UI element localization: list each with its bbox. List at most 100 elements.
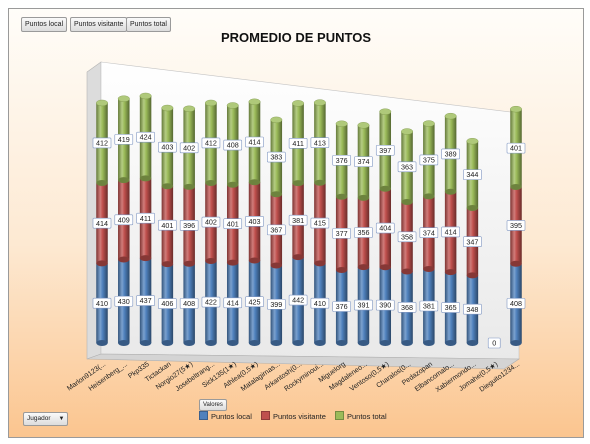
data-label-text: 391 — [357, 301, 369, 310]
data-label: 377 — [332, 228, 351, 239]
data-label-box — [310, 297, 330, 309]
data-label-text: 381 — [292, 216, 304, 225]
bar-total-base — [314, 179, 326, 186]
data-label-text: 401 — [161, 221, 173, 230]
chart-legend: Puntos local Puntos visitante Puntos tot… — [199, 411, 394, 423]
values-field-button[interactable]: Valores — [199, 399, 227, 411]
bar-visitante-base — [183, 260, 195, 267]
data-label-text: 376 — [336, 156, 348, 165]
bar-top-cap — [248, 98, 261, 106]
bar-local-base — [423, 340, 435, 346]
data-label: 414 — [245, 136, 264, 148]
data-label-text: 356 — [357, 228, 369, 237]
data-label: 403 — [158, 141, 177, 153]
bar-visitante-base — [423, 266, 435, 273]
data-label-box — [375, 299, 395, 311]
data-label-box — [245, 136, 264, 148]
field-button-puntos-local[interactable]: Puntos local — [21, 17, 68, 32]
data-label: 422 — [201, 296, 221, 308]
axis-field-dropdown[interactable]: Jugador ▼ — [23, 412, 69, 426]
data-label-text: 419 — [118, 135, 130, 144]
data-label-box — [201, 137, 221, 149]
bar-local-base — [226, 340, 239, 346]
data-label-text: 347 — [466, 237, 478, 246]
data-label-box — [245, 296, 264, 308]
bar-local-base — [379, 340, 392, 346]
data-label: 391 — [354, 299, 373, 311]
bar-local-base — [335, 340, 348, 346]
data-label: 358 — [397, 231, 417, 243]
bar-top-cap — [117, 95, 130, 102]
data-label-text: 411 — [140, 214, 151, 223]
data-label: 412 — [92, 137, 112, 149]
data-label: 408 — [179, 298, 199, 309]
bar-local-base — [270, 340, 283, 346]
data-label-box — [310, 137, 330, 148]
bar-local-base — [248, 340, 261, 346]
stacked-bar: 410 414 412 — [92, 99, 112, 346]
bar-visitante-base — [270, 262, 283, 269]
data-label-box — [419, 154, 439, 166]
bar-top-cap — [270, 116, 283, 124]
data-label: 367 — [267, 224, 286, 236]
data-label-box — [354, 299, 373, 311]
data-label: 397 — [375, 144, 395, 156]
bar-top-cap — [379, 108, 392, 115]
data-label-box — [158, 298, 177, 309]
dropdown-arrow-icon: ▼ — [58, 416, 65, 422]
data-label: 437 — [136, 295, 155, 306]
data-label: 374 — [354, 156, 373, 167]
data-label-box — [267, 298, 286, 310]
bar-top-cap — [226, 102, 239, 109]
data-label-text: 424 — [140, 133, 152, 142]
bar-visitante-base — [118, 256, 130, 263]
data-label-text: 412 — [205, 139, 217, 148]
legend-item-visitante: Puntos visitante — [260, 411, 326, 421]
data-label-box — [441, 302, 460, 313]
data-label-text: 365 — [445, 303, 457, 312]
data-label-text: 415 — [314, 219, 326, 228]
data-label-text: 344 — [466, 170, 478, 179]
data-label: 403 — [245, 216, 264, 227]
data-label-box — [136, 295, 155, 306]
chart-plot: 410414412Marlon9123(...430409419Heisenbe… — [66, 61, 526, 394]
bar-visitante-base — [466, 272, 479, 279]
data-label-box — [487, 337, 501, 349]
legend-swatch-local — [199, 411, 208, 420]
data-label: 395 — [506, 220, 526, 231]
data-label: 374 — [419, 227, 439, 238]
bar-local-base — [96, 340, 108, 346]
legend-swatch-total — [335, 411, 344, 420]
data-label-text: 358 — [401, 232, 413, 241]
data-label-text: 0 — [492, 339, 496, 348]
data-label-text: 374 — [357, 157, 369, 166]
data-label-box — [463, 169, 482, 180]
data-label-box — [397, 301, 417, 313]
data-label: 408 — [506, 298, 526, 309]
bar-total-base — [96, 179, 108, 186]
stacked-bar: 348 347 344 — [463, 138, 482, 346]
data-label: 425 — [245, 296, 264, 308]
stacked-bar: 0 — [487, 337, 501, 349]
field-button-puntos-total[interactable]: Puntos total — [126, 17, 171, 32]
data-label-text: 397 — [379, 146, 391, 155]
pivot-chart-frame: Puntos local Puntos visitante Puntos tot… — [8, 8, 584, 438]
bar-visitante-base — [161, 261, 174, 268]
bar-visitante-base — [335, 266, 348, 273]
data-label-box — [354, 156, 373, 167]
data-label-text: 403 — [249, 217, 261, 226]
data-label-text: 368 — [401, 303, 413, 312]
data-label-box — [223, 139, 243, 151]
data-label-box — [267, 151, 286, 163]
data-label-box — [288, 214, 308, 226]
data-label: 347 — [463, 236, 482, 248]
data-label-box — [332, 228, 351, 239]
bar-top-cap — [401, 128, 414, 135]
data-label: 411 — [136, 212, 155, 224]
bar-top-cap — [292, 100, 305, 107]
bar-total-base — [379, 185, 392, 192]
data-label: 348 — [463, 303, 482, 315]
data-label: 383 — [267, 151, 286, 163]
data-label-box — [354, 227, 373, 238]
bar-total-base — [292, 180, 304, 187]
